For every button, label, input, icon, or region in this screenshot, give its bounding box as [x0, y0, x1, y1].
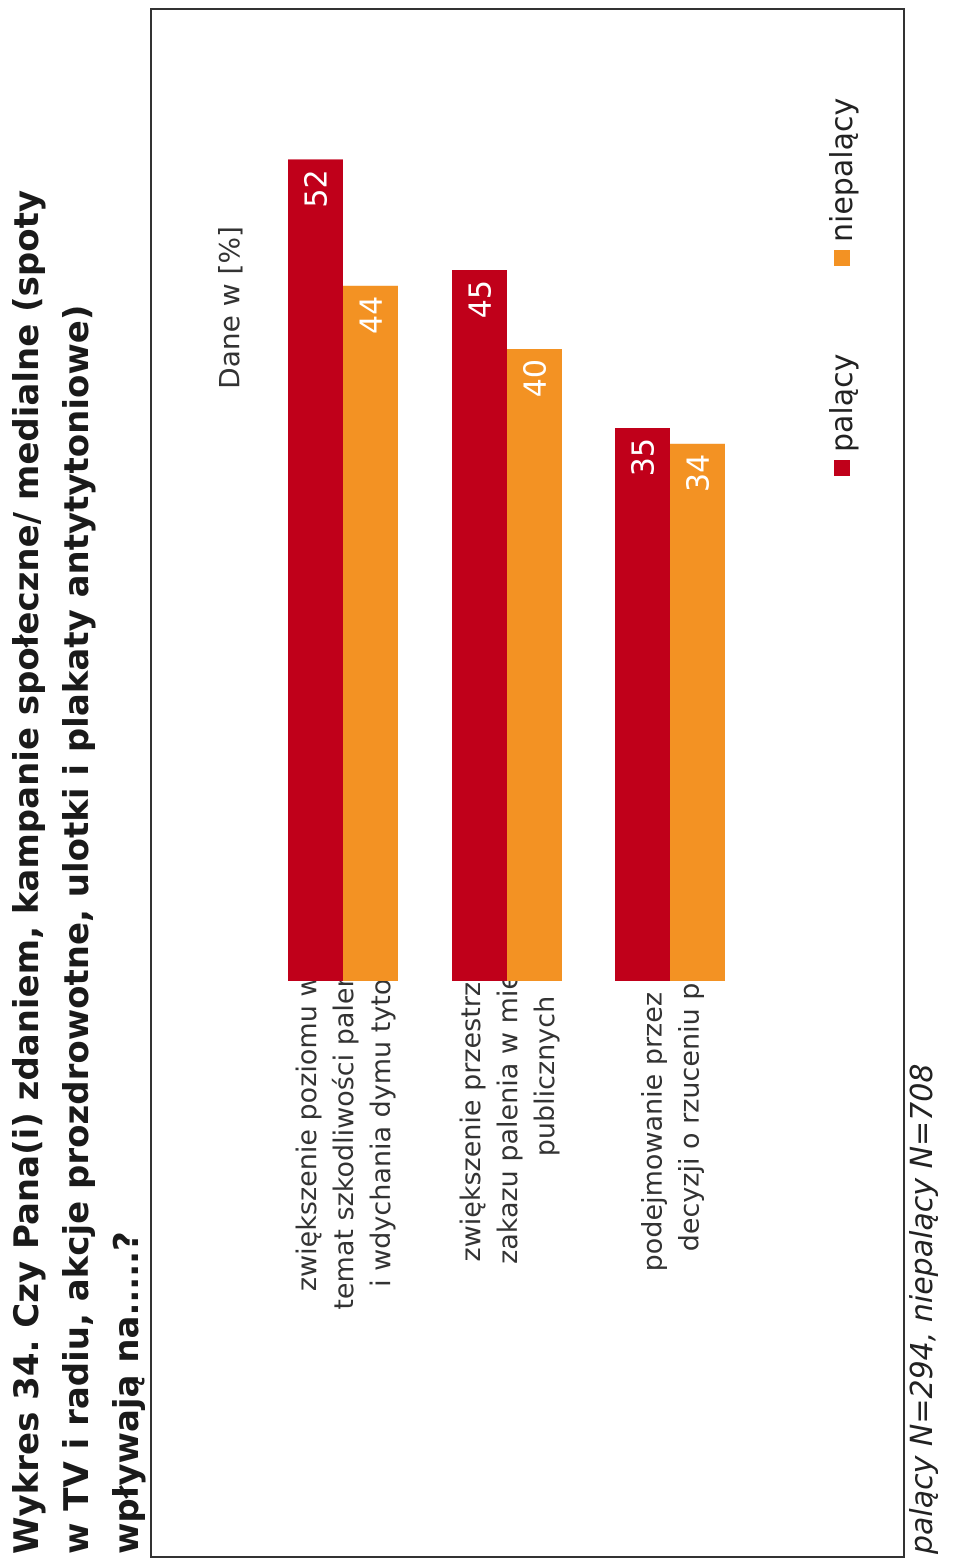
data-label: 34 — [682, 454, 717, 492]
data-label: 44 — [355, 296, 390, 334]
chart-title: Wykres 34. Czy Pana(i) zdaniem, kampanie… — [7, 190, 147, 1554]
sample-size-note: palący N=294, niepalący N=708 — [905, 1063, 940, 1554]
chart-svg: Dane w [%]zwiększenie poziomu wiedzy na t… — [213, 98, 860, 1310]
chart-frame: Dane w [%] zwiększenie poziomu wiedzy na t… — [150, 8, 905, 1558]
legend-label: niepalący — [825, 98, 860, 242]
bar-palący-0 — [288, 159, 343, 981]
data-label: 40 — [519, 359, 554, 397]
legend-swatch-palący — [834, 460, 850, 476]
bar-palący-2 — [615, 428, 670, 981]
bar-niepalący-0 — [343, 285, 398, 981]
data-label: 45 — [464, 280, 499, 318]
legend-swatch-niepalący — [834, 250, 850, 266]
bar-niepalący-2 — [670, 443, 725, 981]
legend-label: palący — [825, 354, 860, 452]
data-label: 52 — [300, 169, 335, 207]
bar-palący-1 — [452, 270, 507, 981]
data-label: 35 — [627, 438, 662, 476]
bar-niepalący-1 — [507, 349, 562, 981]
category-label: publicznych — [530, 996, 561, 1156]
unit-label: Dane w [%] — [213, 226, 246, 389]
